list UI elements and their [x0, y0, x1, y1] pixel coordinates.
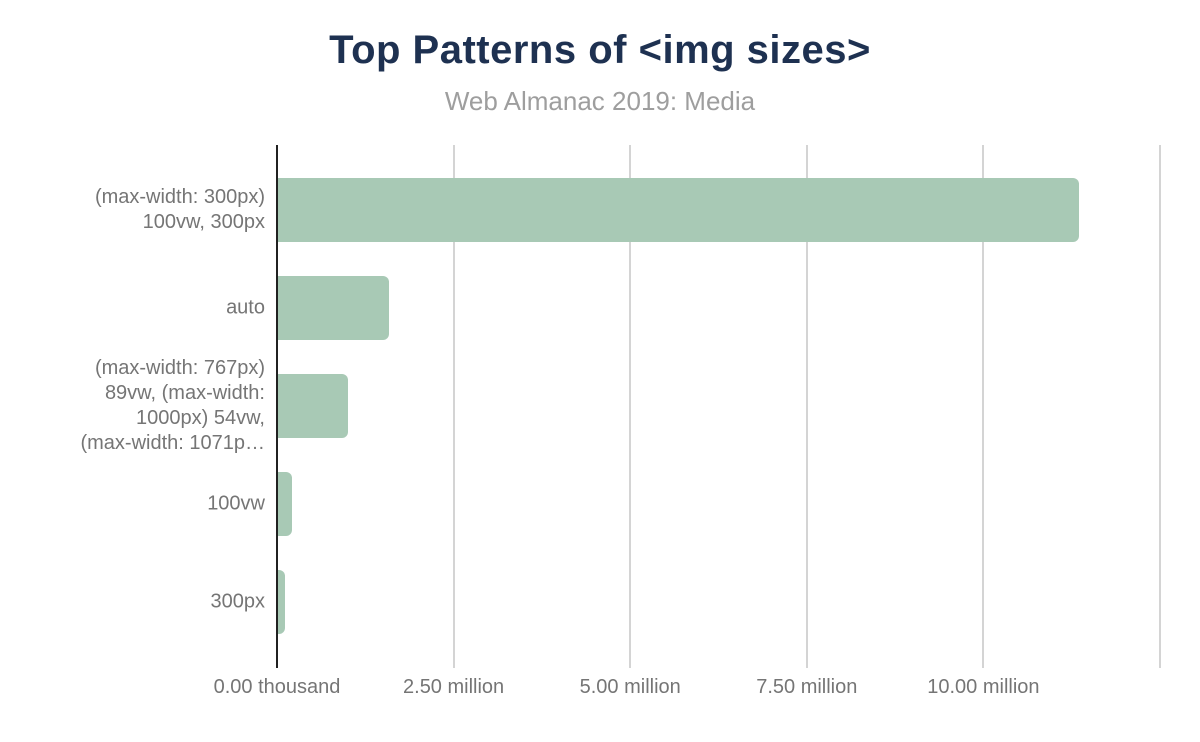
- bar[interactable]: [278, 276, 389, 340]
- bar[interactable]: [278, 178, 1080, 242]
- bar[interactable]: [278, 570, 286, 634]
- category-label: 100vw: [207, 492, 265, 515]
- y-axis-line: [276, 145, 278, 668]
- x-tick-label: 7.50 million: [756, 676, 858, 698]
- x-tick-label: 10.00 million: [927, 676, 1040, 698]
- category-label: (max-width: 300px) 100vw, 300px: [94, 186, 265, 233]
- gridline: [1159, 145, 1161, 668]
- category-label: (max-width: 767px) 89vw, (max-width: 100…: [80, 357, 265, 454]
- gridline: [982, 145, 985, 668]
- x-tick-label: 0.00 thousand: [213, 676, 341, 698]
- category-label: auto: [226, 296, 265, 319]
- bar[interactable]: [278, 472, 293, 536]
- chart-subtitle: Web Almanac 2019: Media: [444, 86, 756, 116]
- x-tick-label: 2.50 million: [403, 676, 505, 698]
- gridline: [805, 145, 808, 668]
- chart-title: Top Patterns of <img sizes>: [329, 28, 871, 72]
- category-label: 300px: [210, 590, 266, 613]
- gridline: [452, 145, 455, 668]
- bar[interactable]: [278, 374, 348, 438]
- gridline: [629, 145, 632, 668]
- x-tick-label: 5.00 million: [579, 676, 681, 698]
